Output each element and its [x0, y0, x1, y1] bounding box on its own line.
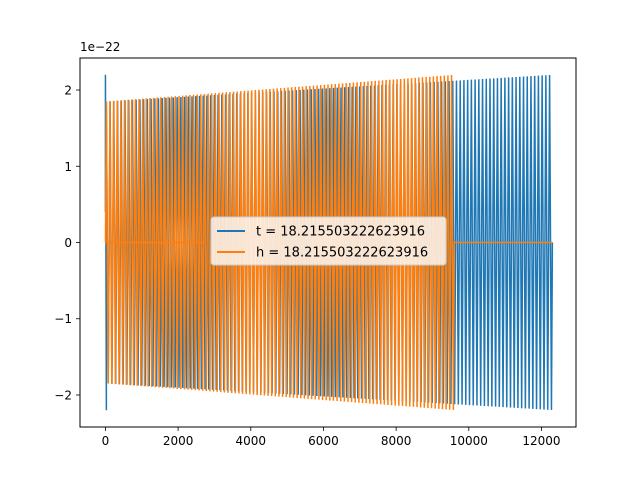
y-tick-label: 0: [64, 236, 72, 250]
x-tick-label: 12000: [522, 434, 560, 448]
x-tick-label: 4000: [236, 434, 267, 448]
y-axis: −2 −1 0 1 2: [54, 84, 80, 402]
x-tick-label: 6000: [308, 434, 339, 448]
x-tick-label: 0: [102, 434, 110, 448]
legend-label-h: h = 18.215503222623916: [256, 246, 428, 261]
x-tick-label: 8000: [381, 434, 412, 448]
y-offset-text: 1e−22: [80, 40, 120, 54]
x-tick-label: 10000: [450, 434, 488, 448]
legend: t = 18.215503222623916 h = 18.2155032226…: [210, 216, 447, 266]
y-tick-label: 1: [64, 160, 72, 174]
y-tick-label: −2: [54, 388, 72, 402]
y-tick-label: −1: [54, 312, 72, 326]
legend-label-t: t = 18.215503222623916: [256, 225, 425, 240]
x-tick-label: 2000: [163, 434, 194, 448]
x-axis: 0 2000 4000 6000 8000 10000 12000: [102, 427, 561, 448]
legend-box: [210, 216, 447, 266]
y-tick-label: 2: [64, 84, 72, 98]
series-line-h: [104, 75, 553, 410]
